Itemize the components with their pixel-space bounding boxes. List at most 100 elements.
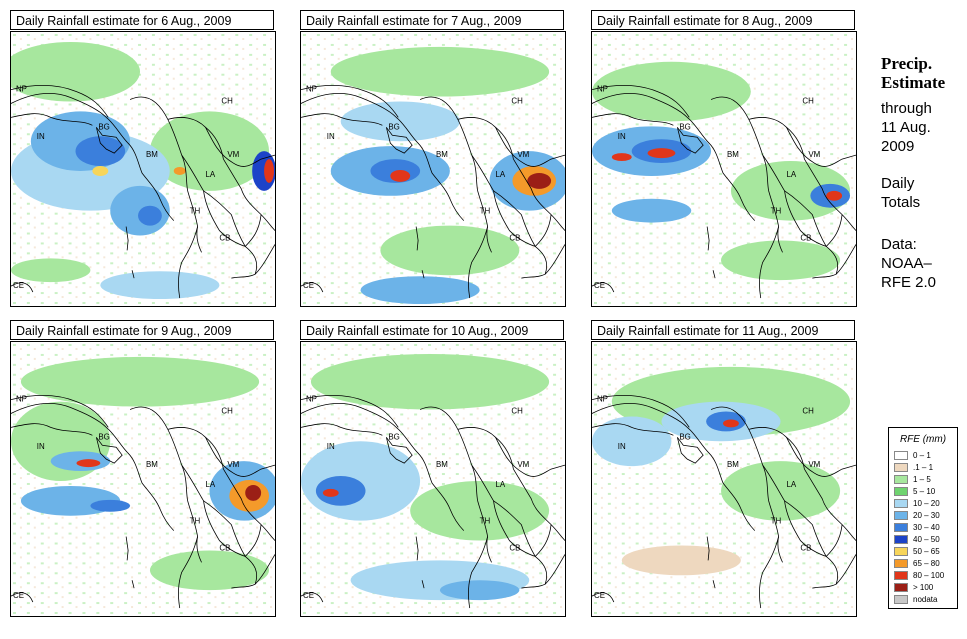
rainfall-map: NP IN BG BM CH VM LA TH CB CE <box>591 31 857 307</box>
label-cb: CB <box>509 543 520 552</box>
label-cb: CB <box>509 233 520 242</box>
legend-label: 0 – 1 <box>913 451 931 460</box>
label-bg: BG <box>388 122 399 131</box>
label-ce: CE <box>303 591 314 600</box>
label-la: LA <box>206 480 216 489</box>
panel-title: Daily Rainfall estimate for 10 Aug., 200… <box>300 320 564 340</box>
rainfall-map: NP IN BG BM CH VM LA TH CB CE <box>300 341 566 617</box>
legend-swatch <box>894 451 908 460</box>
label-cb: CB <box>800 543 811 552</box>
label-np: NP <box>306 85 317 94</box>
label-la: LA <box>787 480 797 489</box>
side-rfe: RFE 2.0 <box>881 274 937 291</box>
label-la: LA <box>787 170 797 179</box>
label-vm: VM <box>808 150 820 159</box>
label-in: IN <box>618 442 626 451</box>
label-in: IN <box>37 132 45 141</box>
label-th: TH <box>771 207 782 216</box>
rfe-legend: RFE (mm) 0 – 1 .1 – 1 1 – 5 5 – 10 10 – 20 20… <box>888 427 958 609</box>
label-th: TH <box>190 207 201 216</box>
map-panel-11-aug: Daily Rainfall estimate for 11 Aug., 200… <box>591 320 857 617</box>
legend-title: RFE (mm) <box>899 434 947 445</box>
legend-swatch <box>894 511 908 520</box>
label-in: IN <box>327 442 335 451</box>
map-panel-6-aug: Daily Rainfall estimate for 6 Aug., 2009… <box>10 10 276 307</box>
legend-label: 80 – 100 <box>913 571 945 580</box>
label-ch: CH <box>221 96 233 105</box>
label-la: LA <box>496 170 506 179</box>
legend-label: .1 – 1 <box>913 463 934 472</box>
rainfall-map: NP IN BG BM CH VM LA TH CB CE <box>591 341 857 617</box>
label-cb: CB <box>219 543 230 552</box>
label-ch: CH <box>511 406 523 415</box>
label-vm: VM <box>227 460 239 469</box>
label-la: LA <box>206 170 216 179</box>
legend-swatch <box>894 547 908 556</box>
legend-swatch <box>894 595 908 604</box>
side-heading-1: Precip. <box>881 54 933 73</box>
label-vm: VM <box>517 150 529 159</box>
side-data: Data: <box>881 236 917 253</box>
legend-swatch <box>894 523 908 532</box>
label-bg: BG <box>679 432 690 441</box>
legend-label: 50 – 65 <box>913 547 940 556</box>
label-ch: CH <box>802 406 814 415</box>
legend-swatch <box>894 535 908 544</box>
label-ce: CE <box>13 281 24 290</box>
legend-swatch <box>894 463 908 472</box>
legend-label: 30 – 40 <box>913 523 940 532</box>
label-ce: CE <box>594 281 605 290</box>
label-in: IN <box>327 132 335 141</box>
label-bm: BM <box>146 150 158 159</box>
rainfall-map: NP IN BG BM CH VM LA TH CB CE <box>10 341 276 617</box>
legend-label: 40 – 50 <box>913 535 940 544</box>
label-la: LA <box>496 480 506 489</box>
legend-label: 5 – 10 <box>913 487 936 496</box>
label-bm: BM <box>146 460 158 469</box>
side-year: 2009 <box>881 138 915 155</box>
label-bm: BM <box>727 150 739 159</box>
map-panel-8-aug: Daily Rainfall estimate for 8 Aug., 2009… <box>591 10 857 307</box>
legend-swatch <box>894 487 908 496</box>
legend-swatch <box>894 475 908 484</box>
side-date: 11 Aug. <box>881 119 931 136</box>
legend-swatch <box>894 571 908 580</box>
label-np: NP <box>16 395 27 404</box>
legend-swatch <box>894 499 908 508</box>
label-ce: CE <box>13 591 24 600</box>
label-ce: CE <box>303 281 314 290</box>
legend-label: 20 – 30 <box>913 511 940 520</box>
label-vm: VM <box>808 460 820 469</box>
legend-swatch <box>894 559 908 568</box>
label-th: TH <box>190 517 201 526</box>
label-in: IN <box>618 132 626 141</box>
side-through: through <box>881 100 932 117</box>
label-bg: BG <box>388 432 399 441</box>
label-bg: BG <box>679 122 690 131</box>
panel-title: Daily Rainfall estimate for 6 Aug., 2009 <box>10 10 274 30</box>
label-in: IN <box>37 442 45 451</box>
side-daily: Daily <box>881 175 915 192</box>
label-th: TH <box>480 517 491 526</box>
side-totals: Totals <box>881 194 921 211</box>
label-bm: BM <box>727 460 739 469</box>
legend-swatch <box>894 583 908 592</box>
map-panel-7-aug: Daily Rainfall estimate for 7 Aug., 2009… <box>300 10 566 307</box>
label-ch: CH <box>221 406 233 415</box>
label-np: NP <box>16 85 27 94</box>
rainfall-map: NP IN BG BM CH VM LA TH CB CE <box>10 31 276 307</box>
label-np: NP <box>597 85 608 94</box>
panel-title: Daily Rainfall estimate for 9 Aug., 2009 <box>10 320 274 340</box>
legend-label: 65 – 80 <box>913 559 940 568</box>
side-noaa: NOAA– <box>881 255 932 272</box>
legend-label: > 100 <box>913 583 934 592</box>
label-ch: CH <box>802 96 814 105</box>
label-bm: BM <box>436 150 448 159</box>
label-np: NP <box>306 395 317 404</box>
panel-title: Daily Rainfall estimate for 7 Aug., 2009 <box>300 10 564 30</box>
label-cb: CB <box>800 233 811 242</box>
label-bg: BG <box>98 432 109 441</box>
label-th: TH <box>771 517 782 526</box>
label-ch: CH <box>511 96 523 105</box>
map-panel-9-aug: Daily Rainfall estimate for 9 Aug., 2009… <box>10 320 276 617</box>
